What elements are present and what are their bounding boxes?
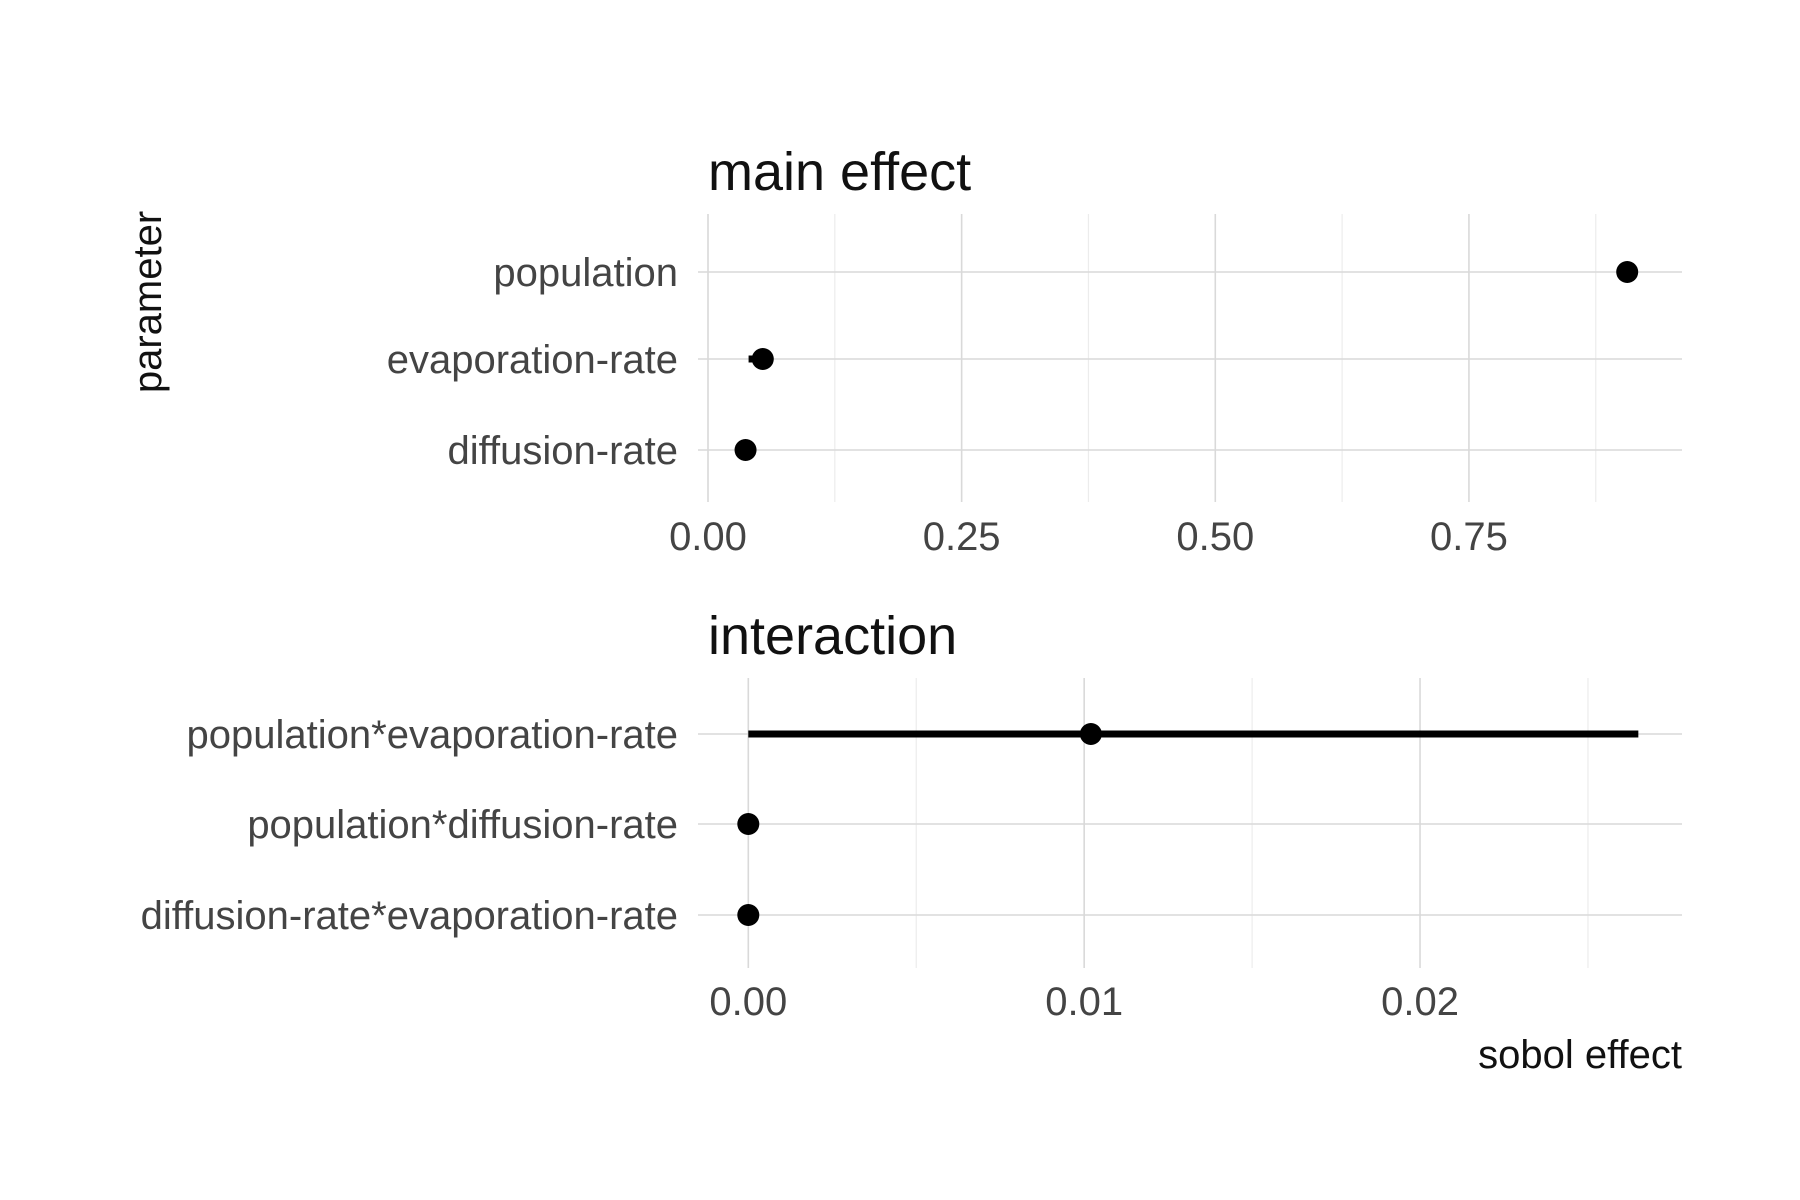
y-axis-title: parameter xyxy=(126,211,170,393)
data-point xyxy=(734,439,757,461)
x-tick-label: 0.50 xyxy=(1176,515,1254,559)
x-tick-label: 0.75 xyxy=(1430,515,1508,559)
panel-title: interaction xyxy=(708,606,957,666)
data-point xyxy=(1616,261,1639,283)
category-label: population xyxy=(493,251,678,295)
panel-main-effect: 0.00 0.25 0.50 0.75 main effect population eva… xyxy=(387,142,1682,559)
x-tick-label: 0.01 xyxy=(1045,980,1123,1024)
data-point xyxy=(1079,723,1102,745)
x-tick-label: 0.02 xyxy=(1381,980,1459,1024)
data-point xyxy=(737,904,760,926)
x-tick-label: 0.00 xyxy=(709,980,787,1024)
panel-title: main effect xyxy=(708,142,971,202)
category-label: diffusion-rate xyxy=(447,429,678,473)
category-label: population*diffusion-rate xyxy=(247,803,678,847)
x-tick-label: 0.25 xyxy=(923,515,1001,559)
category-label: diffusion-rate*evaporation-rate xyxy=(141,894,678,938)
category-label: population*evaporation-rate xyxy=(187,713,678,757)
data-point xyxy=(737,813,760,835)
x-axis-title: sobol effect xyxy=(1478,1033,1682,1077)
panel-interaction: 0.00 0.01 0.02 interaction population*evapor… xyxy=(141,606,1682,1024)
data-point xyxy=(751,348,774,370)
x-tick-label: 0.00 xyxy=(669,515,747,559)
category-label: evaporation-rate xyxy=(387,338,678,382)
